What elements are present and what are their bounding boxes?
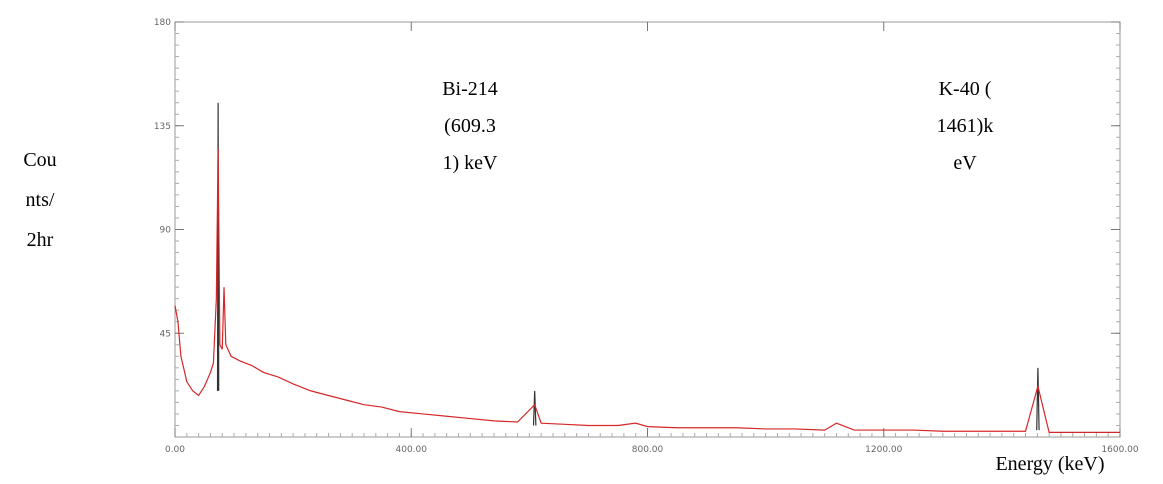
x-tick-label: 1200.00 — [865, 445, 902, 455]
y-tick-label: 45 — [160, 329, 171, 339]
annotation: 1461)k — [937, 115, 994, 137]
y-tick-label: 135 — [154, 122, 171, 132]
y-tick-label: 90 — [160, 226, 172, 236]
annotation: eV — [953, 152, 977, 174]
x-axis-label: Energy (keV) — [995, 453, 1104, 475]
y-axis-label: Cou — [23, 149, 56, 171]
y-axis-label: nts/ — [26, 189, 55, 211]
x-tick-label: 1600.00 — [1101, 445, 1138, 455]
y-tick-label: 180 — [154, 18, 171, 28]
annotation: (609.3 — [444, 115, 496, 137]
x-tick-label: 0.00 — [165, 445, 185, 455]
x-tick-label: 400.00 — [396, 445, 428, 455]
annotation: 1) keV — [443, 152, 499, 174]
x-tick-label: 800.00 — [632, 445, 664, 455]
spectrum-line — [216, 102, 1040, 431]
annotation: Bi-214 — [442, 78, 498, 100]
y-axis-label: 2hr — [27, 229, 54, 251]
spectrum-line — [174, 148, 1120, 433]
annotation: K-40 ( — [939, 78, 992, 100]
